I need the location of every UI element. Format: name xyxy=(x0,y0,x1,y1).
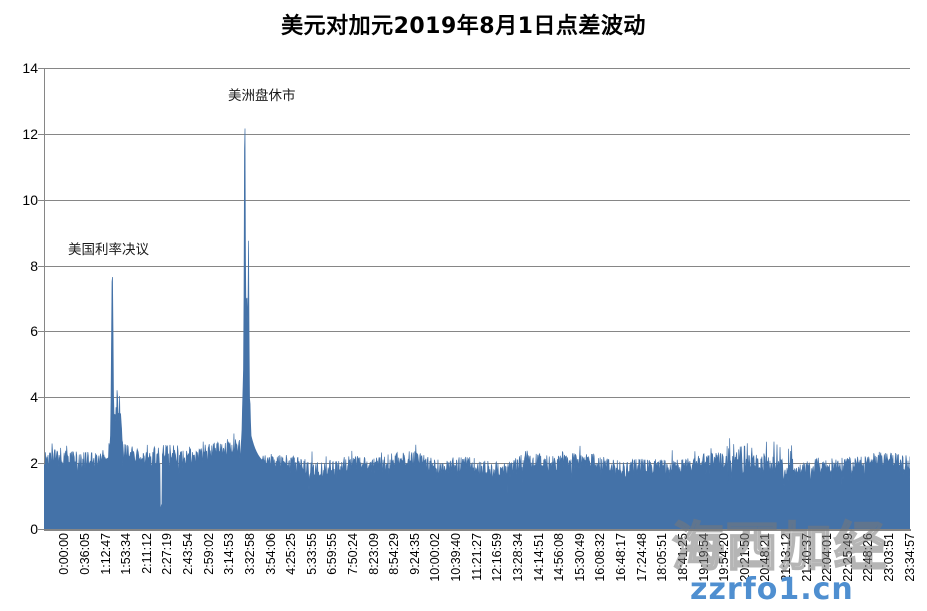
y-tick-mark xyxy=(38,68,44,69)
x-tick-label: 17:24:48 xyxy=(634,533,649,582)
x-tick-label: 2:59:02 xyxy=(201,533,216,575)
x-tick-label: 1:12:47 xyxy=(98,533,113,575)
x-tick-label: 10:00:02 xyxy=(428,533,443,582)
x-tick-label: 3:14:53 xyxy=(222,533,237,575)
y-tick-mark xyxy=(38,199,44,201)
x-tick-label: 20:21:50 xyxy=(737,533,752,582)
x-tick-label: 2:11:12 xyxy=(139,533,154,574)
annotation-rate-decision: 美国利率决议 xyxy=(68,242,149,258)
x-tick-label: 18:41:25 xyxy=(675,533,690,582)
x-tick-label: 0:36:05 xyxy=(77,533,92,575)
x-tick-label: 21:40:37 xyxy=(799,533,814,582)
x-tick-label: 22:25:49 xyxy=(840,533,855,582)
gridline xyxy=(44,265,910,267)
x-tick-label: 2:27:19 xyxy=(160,533,175,575)
x-tick-label: 10:39:40 xyxy=(449,533,464,582)
x-tick-label: 19:19:54 xyxy=(696,533,711,582)
x-tick-label: 13:28:34 xyxy=(510,533,525,582)
x-tick-label: 3:54:06 xyxy=(263,533,278,575)
y-tick-mark xyxy=(38,463,44,465)
y-tick-mark xyxy=(38,133,44,135)
x-tick-label: 3:32:58 xyxy=(242,533,257,575)
x-tick-label: 23:34:57 xyxy=(902,533,917,582)
x-tick-label: 23:03:51 xyxy=(882,533,897,582)
x-tick-label: 15:30:49 xyxy=(572,533,587,582)
y-tick-label: 6 xyxy=(30,323,38,340)
gridline xyxy=(44,68,910,69)
y-tick-label: 12 xyxy=(22,125,38,142)
x-tick-label: 4:25:25 xyxy=(284,533,299,575)
y-tick-mark xyxy=(38,529,44,530)
x-tick-label: 0:00:00 xyxy=(57,533,72,575)
x-tick-label: 7:50:24 xyxy=(345,533,360,575)
x-tick-label: 20:48:21 xyxy=(758,533,773,582)
x-tick-label: 21:13:12 xyxy=(778,533,793,582)
y-tick-label: 14 xyxy=(22,60,38,76)
x-tick-label: 1:53:34 xyxy=(119,533,134,575)
y-tick-mark xyxy=(38,397,44,399)
gridline xyxy=(44,331,910,333)
y-tick-label: 10 xyxy=(22,191,38,208)
x-axis-line xyxy=(44,529,911,531)
x-tick-label: 6:59:55 xyxy=(325,533,340,575)
y-tick-label: 2 xyxy=(30,455,38,472)
x-tick-label: 14:14:51 xyxy=(531,533,546,582)
x-tick-label: 5:33:55 xyxy=(304,533,319,575)
x-tick-label: 8:54:29 xyxy=(387,533,402,575)
x-tick-label: 12:16:59 xyxy=(490,533,505,582)
y-tick-label: 8 xyxy=(30,257,38,274)
y-tick-mark xyxy=(38,265,44,267)
x-tick-label: 2:43:54 xyxy=(181,533,196,575)
annotation-americas-close: 美洲盘休市 xyxy=(228,88,296,104)
x-tick-label: 18:05:51 xyxy=(655,533,670,582)
y-tick-mark xyxy=(38,331,44,333)
x-tick-label: 11:21:27 xyxy=(469,533,484,581)
x-tick-label: 8:23:09 xyxy=(366,533,381,575)
y-tick-label: 0 xyxy=(30,521,38,537)
y-tick-label: 4 xyxy=(30,389,38,406)
y-axis-labels: 0 2 4 6 8 10 12 14 xyxy=(0,61,38,536)
gridline xyxy=(44,397,910,399)
plot-area xyxy=(44,68,910,529)
x-tick-label: 22:48:26 xyxy=(861,533,876,582)
gridline xyxy=(44,463,910,465)
series-area xyxy=(44,128,910,529)
page-title: 美元对加元2019年8月1日点差波动 xyxy=(281,14,646,39)
gridline xyxy=(44,199,910,201)
gridline xyxy=(44,133,910,135)
x-tick-label: 14:56:08 xyxy=(552,533,567,582)
x-tick-label: 9:24:35 xyxy=(407,533,422,575)
x-axis-labels: 0:00:00 0:36:05 1:12:47 1:53:34 2:11:12 2:27:… xyxy=(44,533,916,611)
y-axis-line xyxy=(44,68,45,530)
x-tick-label: 16:08:32 xyxy=(593,533,608,582)
x-tick-label: 16:48:17 xyxy=(614,533,629,582)
x-tick-label: 19:54:20 xyxy=(717,533,732,582)
x-tick-label: 22:04:01 xyxy=(820,533,835,582)
series-spread xyxy=(44,128,910,529)
